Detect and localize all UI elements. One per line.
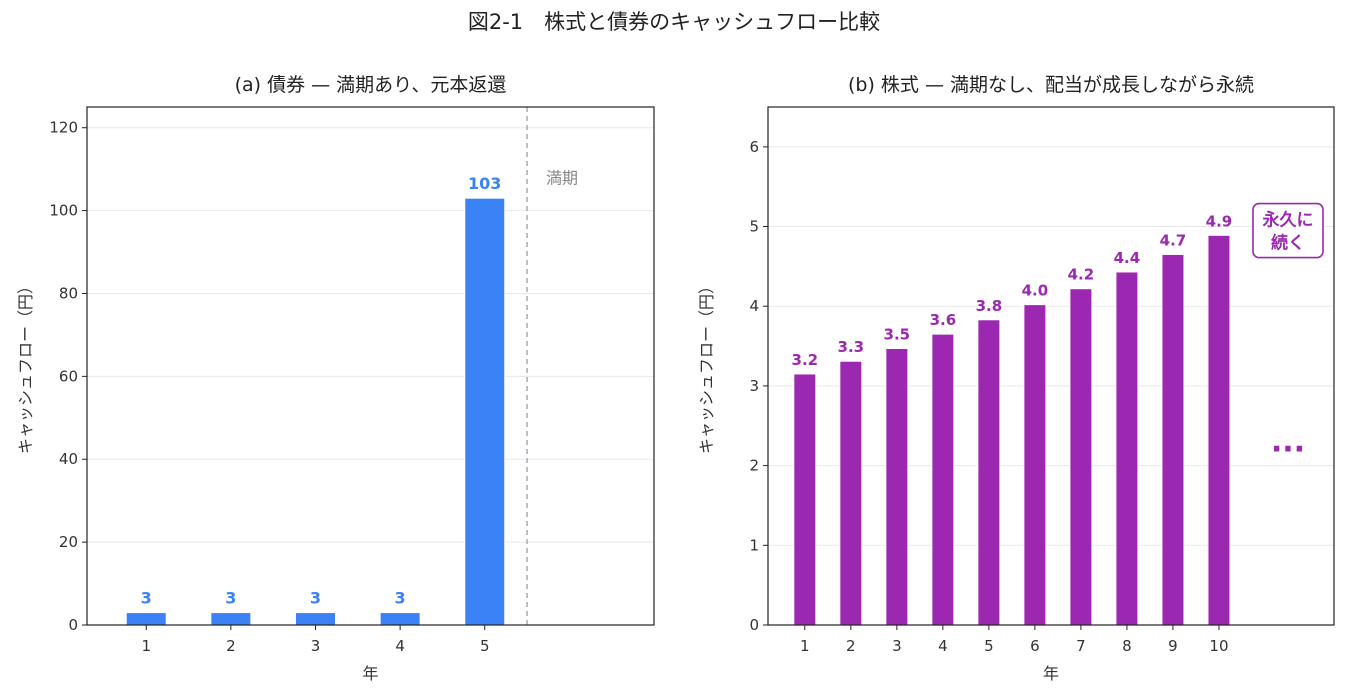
x-tick-label: 1: [800, 637, 810, 655]
bar: [839, 360, 863, 626]
bar: [1207, 234, 1231, 626]
data-label: 3.6: [930, 311, 957, 329]
ellipsis-mark: ...: [1271, 425, 1305, 460]
data-label: 4.4: [1114, 249, 1141, 267]
maturity-label: 満期: [546, 168, 578, 187]
data-label: 4.9: [1206, 212, 1233, 230]
x-tick-label: 8: [1122, 637, 1132, 655]
x-tick-label: 10: [1209, 637, 1228, 655]
x-tick-label: 4: [938, 637, 948, 655]
data-label: 103: [468, 174, 501, 193]
y-tick-label: 120: [49, 119, 78, 137]
bar: [1115, 271, 1139, 626]
bar: [885, 347, 909, 626]
data-label: 3.5: [884, 325, 911, 343]
data-label: 3.8: [976, 297, 1003, 315]
data-label: 3.3: [838, 338, 865, 356]
y-tick-label: 20: [59, 533, 78, 551]
axes-frame: [767, 106, 1335, 626]
data-label: 3: [141, 589, 152, 608]
x-tick-label: 2: [846, 637, 856, 655]
annotation-box-text: 永久に: [1261, 210, 1313, 231]
x-tick-label: 3: [311, 637, 321, 655]
data-label: 4.2: [1068, 266, 1095, 284]
bar: [125, 612, 167, 626]
x-tick-label: 6: [1030, 637, 1040, 655]
y-tick-label: 40: [59, 450, 78, 468]
y-axis-label: キャッシュフロー（円）: [697, 278, 716, 454]
y-tick-label: 4: [749, 297, 759, 315]
data-label: 3: [225, 589, 236, 608]
y-tick-label: 5: [749, 218, 759, 236]
annotation-box: [1252, 202, 1324, 259]
annotation-box-text: 続く: [1271, 233, 1305, 254]
bar: [1161, 253, 1185, 626]
x-tick-label: 4: [395, 637, 405, 655]
bar: [379, 612, 421, 626]
x-axis-label: 年: [362, 664, 378, 683]
x-tick-label: 3: [892, 637, 902, 655]
data-label: 3.2: [792, 351, 819, 369]
figure-title: 図2-1 株式と債券のキャッシュフロー比較: [467, 10, 881, 34]
bar: [210, 612, 252, 626]
bar: [931, 333, 955, 626]
y-axis-label: キャッシュフロー（円）: [16, 278, 35, 454]
y-tick-label: 3: [749, 377, 759, 395]
x-tick-label: 1: [141, 637, 151, 655]
data-label: 4.0: [1022, 282, 1049, 300]
panel-a: 3 3 3 3 103 満期 0 20 40 60 80 100 120 1 2 3 4 5 (a) 債券 — 満期…: [16, 74, 655, 683]
y-tick-label: 2: [749, 457, 759, 475]
bar: [1069, 288, 1093, 626]
data-label: 3: [395, 589, 406, 608]
x-tick-label: 2: [226, 637, 236, 655]
y-tick-label: 0: [749, 616, 759, 634]
bar: [977, 319, 1001, 626]
x-tick-label: 7: [1076, 637, 1086, 655]
data-label: 3: [310, 589, 321, 608]
bar: [464, 197, 506, 626]
bar: [793, 373, 817, 626]
y-tick-label: 6: [749, 138, 759, 156]
y-tick-label: 0: [68, 616, 78, 634]
y-tick-label: 100: [49, 202, 78, 220]
x-tick-label: 9: [1168, 637, 1178, 655]
x-tick-label: 5: [984, 637, 994, 655]
bar: [1023, 304, 1047, 626]
x-tick-label: 5: [480, 637, 490, 655]
y-tick-label: 60: [59, 367, 78, 385]
y-tick-label: 1: [749, 536, 759, 554]
panel-title: (b) 株式 — 満期なし、配当が成長しながら永続: [848, 74, 1254, 96]
bar: [294, 612, 336, 626]
data-label: 4.7: [1160, 231, 1187, 249]
panel-title: (a) 債券 — 満期あり、元本返還: [235, 74, 507, 96]
axes-frame: [86, 106, 655, 626]
x-axis-label: 年: [1043, 664, 1059, 683]
y-tick-label: 80: [59, 284, 78, 302]
